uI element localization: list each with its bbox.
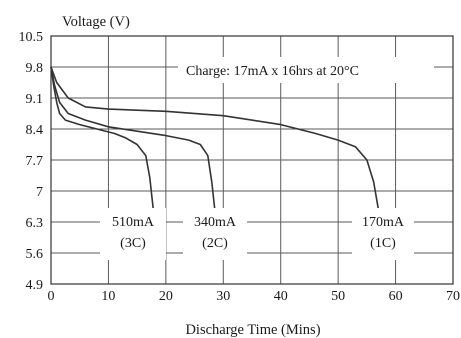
charge-annotation: Charge: 17mA x 16hrs at 20°C xyxy=(186,64,359,79)
y-tick-label: 5.6 xyxy=(26,247,44,262)
series-line-170ma xyxy=(50,66,380,209)
x-tick-label: 30 xyxy=(216,289,230,304)
x-axis-title: Discharge Time (Mins) xyxy=(185,322,320,338)
annotation-group: 510mA (3C) 340mA (2C) 170mA (1C) xyxy=(100,57,434,260)
plot-frame xyxy=(50,35,454,285)
y-tick-label: 9.8 xyxy=(26,61,44,76)
series-label-name: 510mA xyxy=(112,215,155,230)
x-tick-label: 10 xyxy=(101,289,115,304)
y-tick-label: 4.9 xyxy=(26,278,44,293)
series-label-name: 340mA xyxy=(194,215,237,230)
y-axis-title: Voltage (V) xyxy=(62,14,130,30)
y-tick-label: 10.5 xyxy=(19,30,44,45)
series-label-name: 170mA xyxy=(362,215,405,230)
x-tick-label: 50 xyxy=(331,289,345,304)
annotation-box xyxy=(352,208,414,260)
series-line-510ma xyxy=(50,66,154,209)
tick-labels: 0 10 20 30 40 50 60 70 4.9 5.6 6.3 7 7.7 8.4 9.1 9.8 10.… xyxy=(19,30,461,304)
y-tick-label: 6.3 xyxy=(26,216,44,231)
annotation-box xyxy=(178,57,434,83)
x-tick-label: 60 xyxy=(389,289,403,304)
x-tick-label: 0 xyxy=(48,289,55,304)
annotation-box xyxy=(100,208,166,260)
series-label-rate: (2C) xyxy=(202,236,228,251)
y-tick-label: 9.1 xyxy=(26,92,44,107)
y-tick-label: 8.4 xyxy=(26,123,44,138)
series-label-rate: (3C) xyxy=(120,236,146,251)
y-tick-label: 7.7 xyxy=(26,154,44,169)
series-group xyxy=(50,66,380,209)
series-label-rate: (1C) xyxy=(370,236,396,251)
x-tick-label: 40 xyxy=(274,289,288,304)
series-line-340ma xyxy=(50,66,216,209)
x-tick-label: 20 xyxy=(159,289,173,304)
x-tick-label: 70 xyxy=(446,289,460,304)
y-tick-label: 7 xyxy=(36,185,43,200)
annotation-box xyxy=(183,208,247,260)
